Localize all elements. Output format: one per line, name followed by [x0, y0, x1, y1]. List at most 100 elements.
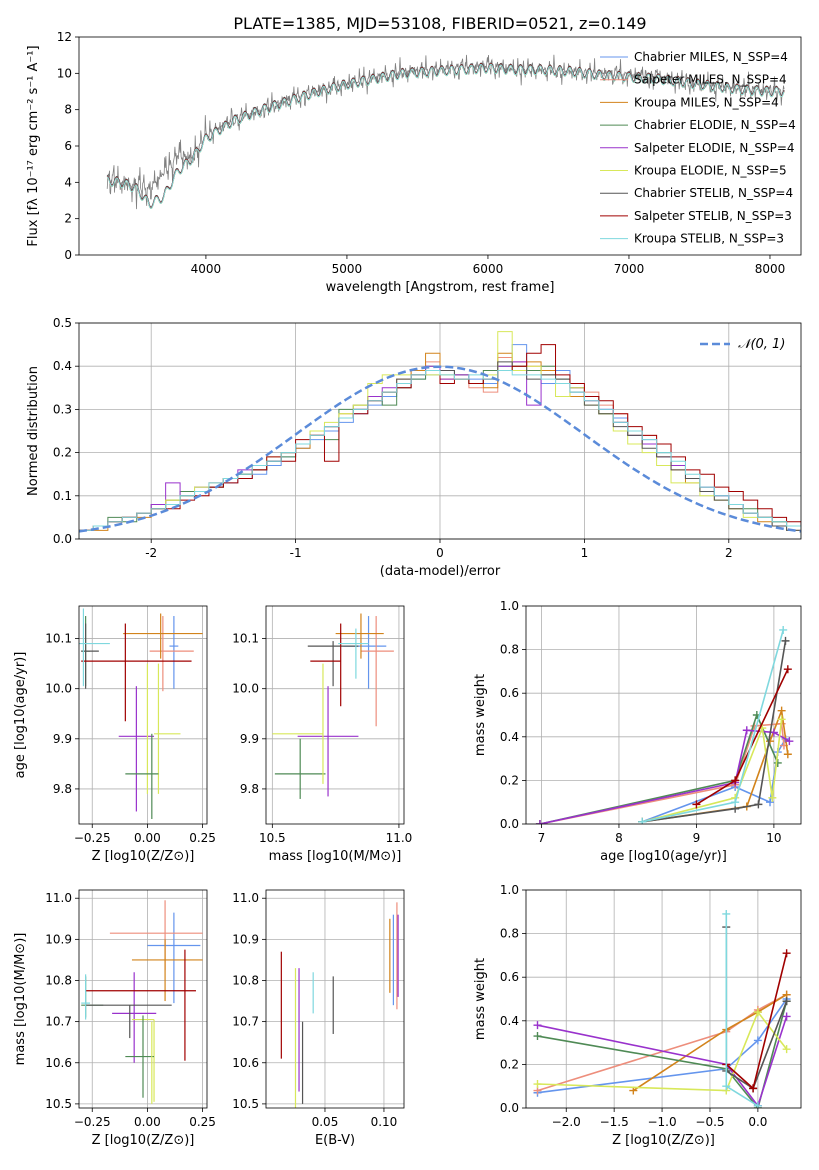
- x-tick-label: 0.0: [748, 1115, 767, 1129]
- y-tick-label: 0: [64, 248, 72, 262]
- y-tick-label: 0.0: [500, 1101, 519, 1115]
- legend-label: Kroupa ELODIE, N_SSP=5: [634, 164, 787, 178]
- x-tick-label: 0: [436, 546, 444, 560]
- mass-weight-line: [537, 1010, 788, 1092]
- y-tick-label: 1.0: [500, 883, 519, 897]
- y-tick-label: 9.8: [240, 782, 259, 796]
- y-tick-label: 10.6: [232, 1056, 259, 1070]
- y-axis-label: Flux [fλ 10⁻¹⁷ erg cm⁻² s⁻¹ A⁻¹]: [26, 45, 41, 246]
- x-tick-label: 1: [581, 546, 589, 560]
- x-tick-label: 0.00: [134, 1115, 161, 1129]
- x-tick-label: 2: [725, 546, 733, 560]
- panel-0: 4000 5000 6000 7000 8000 0 2 4 6 8 10 12 wavelength …: [26, 30, 802, 295]
- y-tick-label: 0.6: [500, 686, 519, 700]
- y-tick-label: 0.4: [500, 1014, 519, 1028]
- y-tick-label: 10.9: [232, 932, 259, 946]
- observed-spectrum-line: [106, 54, 785, 210]
- y-tick-label: 0.8: [500, 927, 519, 941]
- plot-area: [533, 909, 791, 1108]
- x-tick-label: 4000: [191, 262, 222, 276]
- y-tick-label: 8: [64, 103, 72, 117]
- mass-weight-marker: [533, 1032, 542, 1041]
- y-tick-label: 12: [57, 30, 72, 44]
- x-tick-label: 11.0: [386, 831, 413, 845]
- legend-label: Chabrier STELIB, N_SSP=4: [634, 186, 793, 200]
- x-tick-label: 9: [693, 831, 701, 845]
- panel-6: 0.05 0.10 10.5 10.6 10.7 10.8 10.9 11.0 E(B-V): [232, 889, 405, 1148]
- x-axis-label: Z [log10(Z/Z⊙)]: [92, 849, 195, 864]
- y-tick-label: 10.1: [45, 632, 72, 646]
- x-tick-label: −0.25: [74, 1115, 111, 1129]
- mass-weight-line: [539, 712, 779, 824]
- x-tick-label: −1.5: [600, 1115, 629, 1129]
- y-tick-label: 9.9: [240, 732, 259, 746]
- mass-weight-line: [537, 1000, 788, 1108]
- mass-weight-line: [642, 710, 789, 823]
- y-tick-label: 10.5: [232, 1097, 259, 1111]
- y-tick-label: 10.9: [45, 932, 72, 946]
- y-tick-label: 1.0: [500, 599, 519, 613]
- x-axis-label: Z [log10(Z/Z⊙)]: [612, 1133, 715, 1148]
- y-axis-label: age [log10(age/yr)]: [13, 652, 28, 779]
- x-tick-label: 10: [766, 831, 781, 845]
- legend-label: Salpeter MILES, N_SSP=4: [634, 73, 787, 87]
- mass-weight-marker: [783, 665, 792, 674]
- axes-frame: [78, 605, 208, 825]
- mass-weight-marker: [535, 820, 544, 824]
- panel-1: -2 -1 0 1 2 0.0 0.1 0.2 0.3 0.4 0.5 (data-model)/er…: [26, 316, 802, 579]
- y-tick-label: 11.0: [232, 891, 259, 905]
- panel-5: −0.25 0.00 0.25 10.5 10.6 10.7 10.8 10.9 11.0 Z […: [13, 889, 216, 1148]
- mass-weight-marker: [722, 1082, 731, 1091]
- mass-weight-line: [537, 998, 788, 1094]
- mass-weight-line: [537, 1016, 788, 1108]
- y-tick-label: 10.1: [232, 632, 259, 646]
- mass-weight-marker: [782, 1045, 791, 1054]
- axes-frame: [525, 889, 802, 1109]
- x-axis-label: Z [log10(Z/Z⊙)]: [92, 1133, 195, 1148]
- axes-frame: [78, 36, 802, 256]
- y-tick-label: 10.0: [232, 682, 259, 696]
- y-tick-label: 10.8: [45, 973, 72, 987]
- x-tick-label: 6000: [473, 262, 504, 276]
- plot-area: [106, 54, 785, 210]
- y-tick-label: 0.8: [500, 643, 519, 657]
- model-spectrum-line: [106, 63, 785, 209]
- x-axis-label: E(B-V): [315, 1133, 355, 1148]
- x-tick-label: −0.25: [74, 831, 111, 845]
- legend-label: Kroupa STELIB, N_SSP=3: [634, 232, 784, 246]
- y-axis-label: Normed distribution: [26, 366, 41, 496]
- y-tick-label: 6: [64, 139, 72, 153]
- panel-2: −0.25 0.00 0.25 9.8 9.9 10.0 10.1 Z [log10(Z/Z⊙…: [13, 605, 216, 864]
- x-axis-label: wavelength [Angstrom, rest frame]: [326, 280, 555, 295]
- plot-area: [81, 900, 203, 1104]
- y-tick-label: 0.1: [53, 489, 72, 503]
- mass-weight-marker: [766, 798, 775, 807]
- y-tick-label: 0.2: [500, 1057, 519, 1071]
- axes-frame: [78, 322, 802, 540]
- y-tick-label: 0.5: [53, 316, 72, 330]
- y-tick-label: 2: [64, 212, 72, 226]
- axes-frame: [265, 605, 405, 825]
- x-axis-label: (data-model)/error: [380, 564, 501, 579]
- mass-weight-marker: [769, 728, 778, 737]
- plot-area: [79, 608, 203, 819]
- y-tick-label: 11.0: [45, 891, 72, 905]
- x-tick-label: 10.5: [259, 831, 286, 845]
- x-axis-label: age [log10(age/yr)]: [600, 849, 727, 864]
- figure-title: PLATE=1385, MJD=53108, FIBERID=0521, z=0…: [233, 14, 646, 33]
- x-tick-label: 7: [538, 831, 546, 845]
- mass-weight-marker: [777, 706, 786, 715]
- x-axis-label: mass [log10(M/M⊙)]: [269, 849, 402, 864]
- y-tick-label: 10.7: [232, 1015, 259, 1029]
- legend-label: Chabrier ELODIE, N_SSP=4: [634, 118, 796, 132]
- mass-weight-marker: [785, 737, 794, 746]
- plot-area: [535, 625, 794, 824]
- mass-weight-marker: [533, 1021, 542, 1030]
- axes-frame: [525, 605, 802, 825]
- mass-weight-line: [642, 640, 787, 823]
- mass-weight-marker: [779, 625, 788, 634]
- x-tick-label: -2: [145, 546, 157, 560]
- axes-frame: [265, 889, 405, 1109]
- y-tick-label: 0.0: [500, 817, 519, 831]
